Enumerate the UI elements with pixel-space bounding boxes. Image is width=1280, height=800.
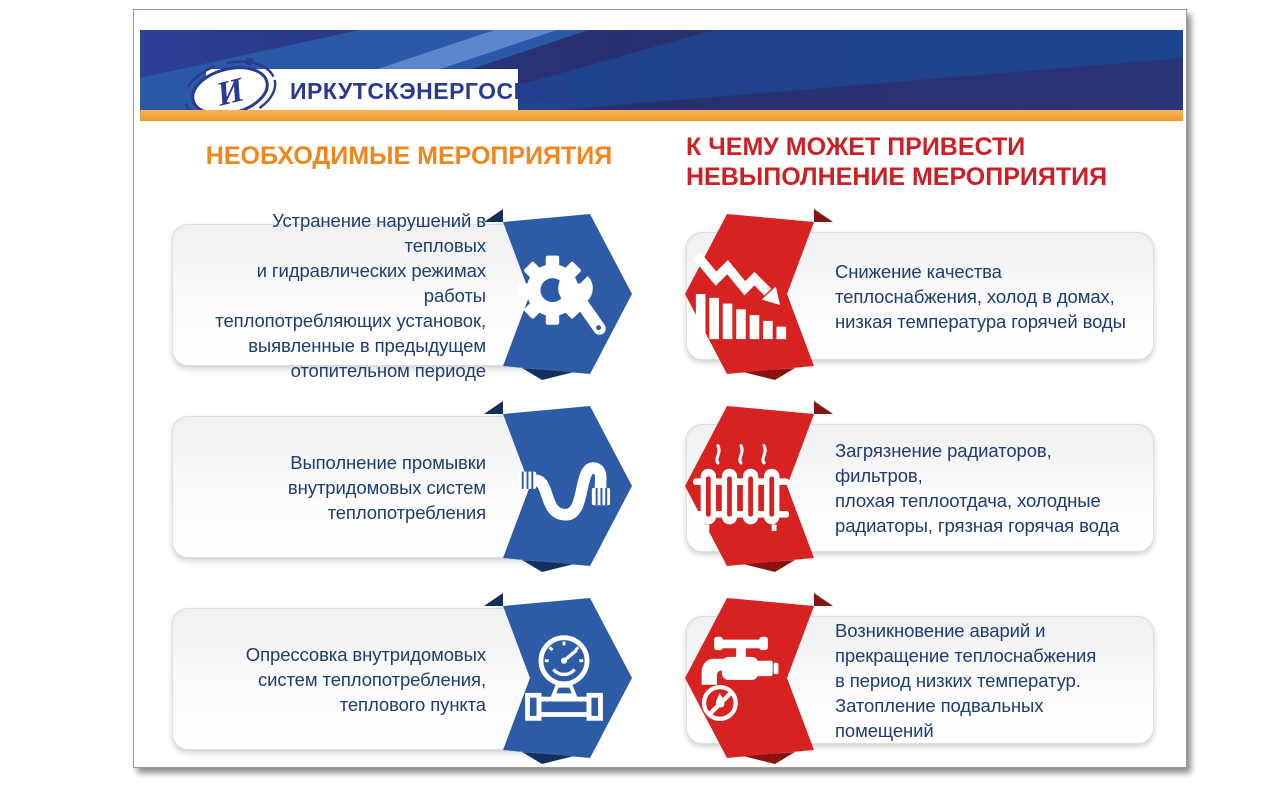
falling-chart-icon (693, 252, 787, 340)
consequence-text: Снижение качества теплоснабжения, холод … (835, 260, 1126, 332)
consequences-heading: К ЧЕМУ МОЖЕТ ПРИВЕСТИ НЕВЫПОЛНЕНИЕ МЕРОП… (686, 133, 1108, 191)
row-heating-regimes: Устранение нарушений в тепловых и гидрав… (134, 208, 1186, 398)
consequence-text: Загрязнение радиаторов, фильтров, плохая… (835, 440, 1120, 536)
brand-name: ИРКУТСКЭНЕРГОСБЫТ (290, 77, 569, 104)
orange-divider (140, 110, 1183, 121)
brand-logo-icon: И (183, 58, 277, 110)
consequence-text: Возникновение аварий и прекращение тепло… (835, 619, 1097, 741)
no-water-faucet-icon (701, 636, 779, 721)
gear-wrench-icon (517, 255, 606, 335)
necessary-measures-heading: НЕОБХОДИМЫЕ МЕРОПРИЯТИЯ (205, 142, 613, 170)
row-flushing: Выполнение промывки внутридомовых систем… (134, 400, 1186, 590)
brand-logo-plate: И ИРКУТСКЭНЕРГОСБЫТ (183, 58, 568, 110)
header-banner: И ИРКУТСКЭНЕРГОСБЫТ (140, 30, 1183, 110)
blue-arrow (478, 592, 634, 764)
row-pressure-testing: Опрессовка внутридомовых систем теплопот… (134, 592, 1186, 782)
infographic-slide: И ИРКУТСКЭНЕРГОСБЫТ НЕОБХОДИМЫЕ МЕРОПРИЯ… (133, 9, 1187, 768)
red-arrow (679, 592, 839, 764)
measure-text: Устранение нарушений в тепловых и гидрав… (215, 209, 486, 381)
clogged-pipe-icon (517, 462, 611, 521)
consequence-card: Загрязнение радиаторов, фильтров, плохая… (686, 424, 1154, 552)
blue-arrow (478, 208, 634, 380)
radiator-icon (693, 444, 789, 532)
blue-chevron-shape (484, 401, 632, 572)
red-arrow (679, 400, 839, 572)
measure-text: Опрессовка внутридомовых систем теплопот… (245, 643, 486, 715)
blue-arrow (478, 400, 634, 572)
measure-text: Выполнение промывки внутридомовых систем… (287, 451, 486, 523)
red-arrow (679, 208, 839, 380)
pressure-gauge-icon (525, 635, 603, 721)
